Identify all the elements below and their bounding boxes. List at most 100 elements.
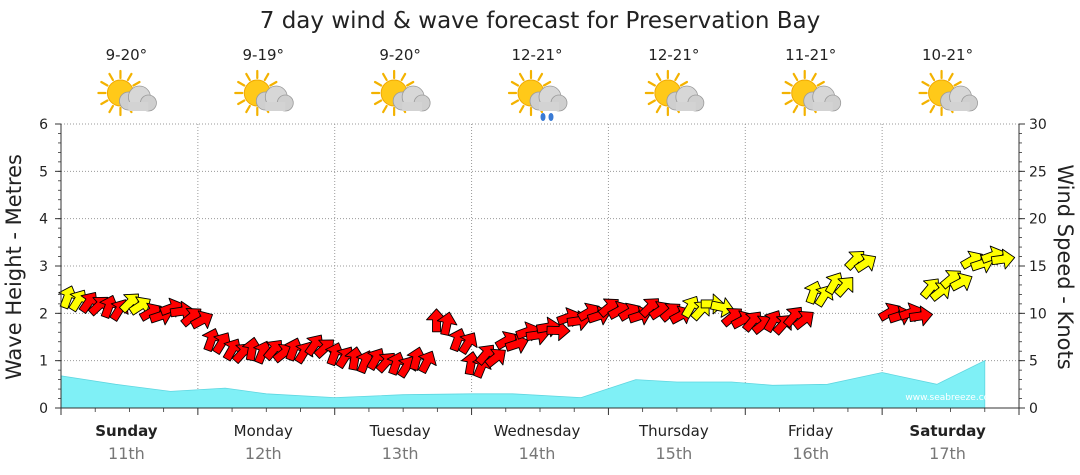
wind-arrow-shape bbox=[242, 336, 263, 362]
sun-ray bbox=[921, 99, 930, 106]
sun-ray bbox=[245, 104, 251, 114]
day-date: 11th bbox=[108, 444, 145, 463]
wind-arrow-shape bbox=[853, 253, 877, 274]
left-tick-label: 3 bbox=[39, 259, 48, 275]
wind-arrow bbox=[406, 346, 427, 371]
sun-ray bbox=[373, 80, 383, 87]
cloud-base bbox=[812, 102, 833, 111]
sun-ray bbox=[132, 80, 141, 87]
sun-ray bbox=[929, 72, 936, 82]
wind-arrow bbox=[436, 311, 458, 336]
right-axis-ticks: 0 5 10 15 20 25 30 bbox=[1019, 117, 1047, 417]
day-temperature: 9-20° bbox=[106, 46, 148, 64]
day-name: Sunday bbox=[95, 422, 158, 440]
sun-ray bbox=[655, 104, 662, 114]
sun-cloud-icon bbox=[644, 69, 705, 117]
right-tick-label: 20 bbox=[1029, 212, 1047, 228]
wave-series bbox=[60, 360, 986, 409]
sun-ray bbox=[382, 104, 388, 114]
cloud-base bbox=[265, 102, 286, 111]
day-temperature: 12-21° bbox=[511, 46, 562, 64]
sun-ray bbox=[510, 99, 520, 106]
day-name: Friday bbox=[788, 422, 834, 440]
day-name: Saturday bbox=[909, 422, 986, 440]
wind-arrow-shape bbox=[458, 332, 478, 355]
wind-arrow bbox=[990, 248, 1016, 270]
wind-arrow-shape bbox=[212, 332, 232, 355]
sun-ray bbox=[237, 80, 246, 87]
sun-ray bbox=[518, 104, 525, 114]
wind-arrow-shape bbox=[546, 320, 571, 342]
sun-ray bbox=[269, 80, 278, 87]
left-tick-label: 0 bbox=[39, 401, 48, 417]
sun-cloud-icon bbox=[781, 69, 842, 117]
sun-ray bbox=[542, 80, 552, 87]
wind-arrow-shape bbox=[908, 305, 934, 327]
left-tick-label: 4 bbox=[39, 212, 48, 228]
day-name: Tuesday bbox=[369, 422, 431, 440]
sun-cloud-icon bbox=[97, 69, 157, 117]
wind-arrow-shape bbox=[344, 346, 366, 371]
sun-ray bbox=[373, 99, 383, 106]
wind-arrow-shape bbox=[484, 348, 506, 369]
sun-ray bbox=[263, 72, 270, 82]
cloud-base bbox=[949, 102, 970, 111]
wind-arrow bbox=[908, 305, 934, 327]
wind-arrow-shape bbox=[189, 310, 214, 330]
right-tick-label: 15 bbox=[1029, 259, 1047, 275]
day-temperature: 9-20° bbox=[379, 46, 421, 64]
sun-ray bbox=[784, 80, 793, 87]
cloud-base bbox=[675, 102, 696, 111]
sun-ray bbox=[100, 99, 109, 106]
day-labels: Sunday 11th Monday 12th Tuesday 13th Wednesday… bbox=[95, 422, 986, 463]
day-temperature: 11-21° bbox=[785, 46, 836, 64]
sun-cloud-icon bbox=[234, 69, 294, 117]
sun-ray bbox=[382, 72, 388, 82]
right-tick-label: 25 bbox=[1029, 164, 1047, 180]
rain-drop-icon bbox=[548, 113, 554, 121]
right-tick-label: 10 bbox=[1029, 306, 1047, 322]
sun-ray bbox=[811, 72, 817, 82]
left-tick-label: 1 bbox=[39, 354, 48, 370]
wind-series bbox=[58, 245, 1016, 379]
day-date: 17th bbox=[929, 444, 966, 463]
sun-ray bbox=[647, 80, 656, 87]
wind-arrow bbox=[949, 272, 973, 292]
plot-area bbox=[61, 124, 1019, 408]
day-temperature: 10-21° bbox=[922, 46, 973, 64]
wind-arrow-shape bbox=[949, 272, 973, 292]
sun-cloud-rain-icon bbox=[507, 69, 568, 121]
wave-area bbox=[60, 360, 986, 409]
wind-arrow-shape bbox=[426, 308, 447, 333]
day-date: 15th bbox=[655, 444, 692, 463]
wind-arrow-shape bbox=[990, 248, 1016, 270]
watermark: www.seabreeze.com.au bbox=[905, 393, 1012, 403]
day-date: 16th bbox=[792, 444, 829, 463]
day-name: Wednesday bbox=[494, 422, 581, 440]
wind-arrow-shape bbox=[833, 277, 854, 298]
cloud-base bbox=[128, 102, 149, 111]
sun-ray bbox=[100, 80, 109, 87]
sun-ray bbox=[537, 72, 544, 82]
wind-arrow bbox=[212, 332, 232, 355]
wind-arrow bbox=[344, 346, 366, 371]
sun-ray bbox=[674, 72, 680, 82]
wind-arrow bbox=[710, 297, 735, 318]
wind-arrow-shape bbox=[710, 297, 735, 318]
sun-ray bbox=[921, 80, 930, 87]
chart-title: 7 day wind & wave forecast for Preservat… bbox=[260, 8, 820, 34]
wind-arrow bbox=[458, 332, 478, 355]
wind-arrow bbox=[792, 310, 814, 331]
sun-ray bbox=[784, 99, 793, 106]
day-date: 14th bbox=[519, 444, 556, 463]
sun-ray bbox=[108, 72, 115, 82]
sun-ray bbox=[245, 72, 251, 82]
right-axis-title: Wind Speed - Knots bbox=[1053, 164, 1077, 369]
sun-ray bbox=[792, 72, 799, 82]
wind-arrow bbox=[546, 320, 571, 342]
wind-arrow bbox=[484, 348, 506, 369]
rain-drop-icon bbox=[540, 113, 546, 121]
wind-arrow bbox=[853, 253, 877, 274]
wind-arrow-shape bbox=[504, 333, 529, 354]
